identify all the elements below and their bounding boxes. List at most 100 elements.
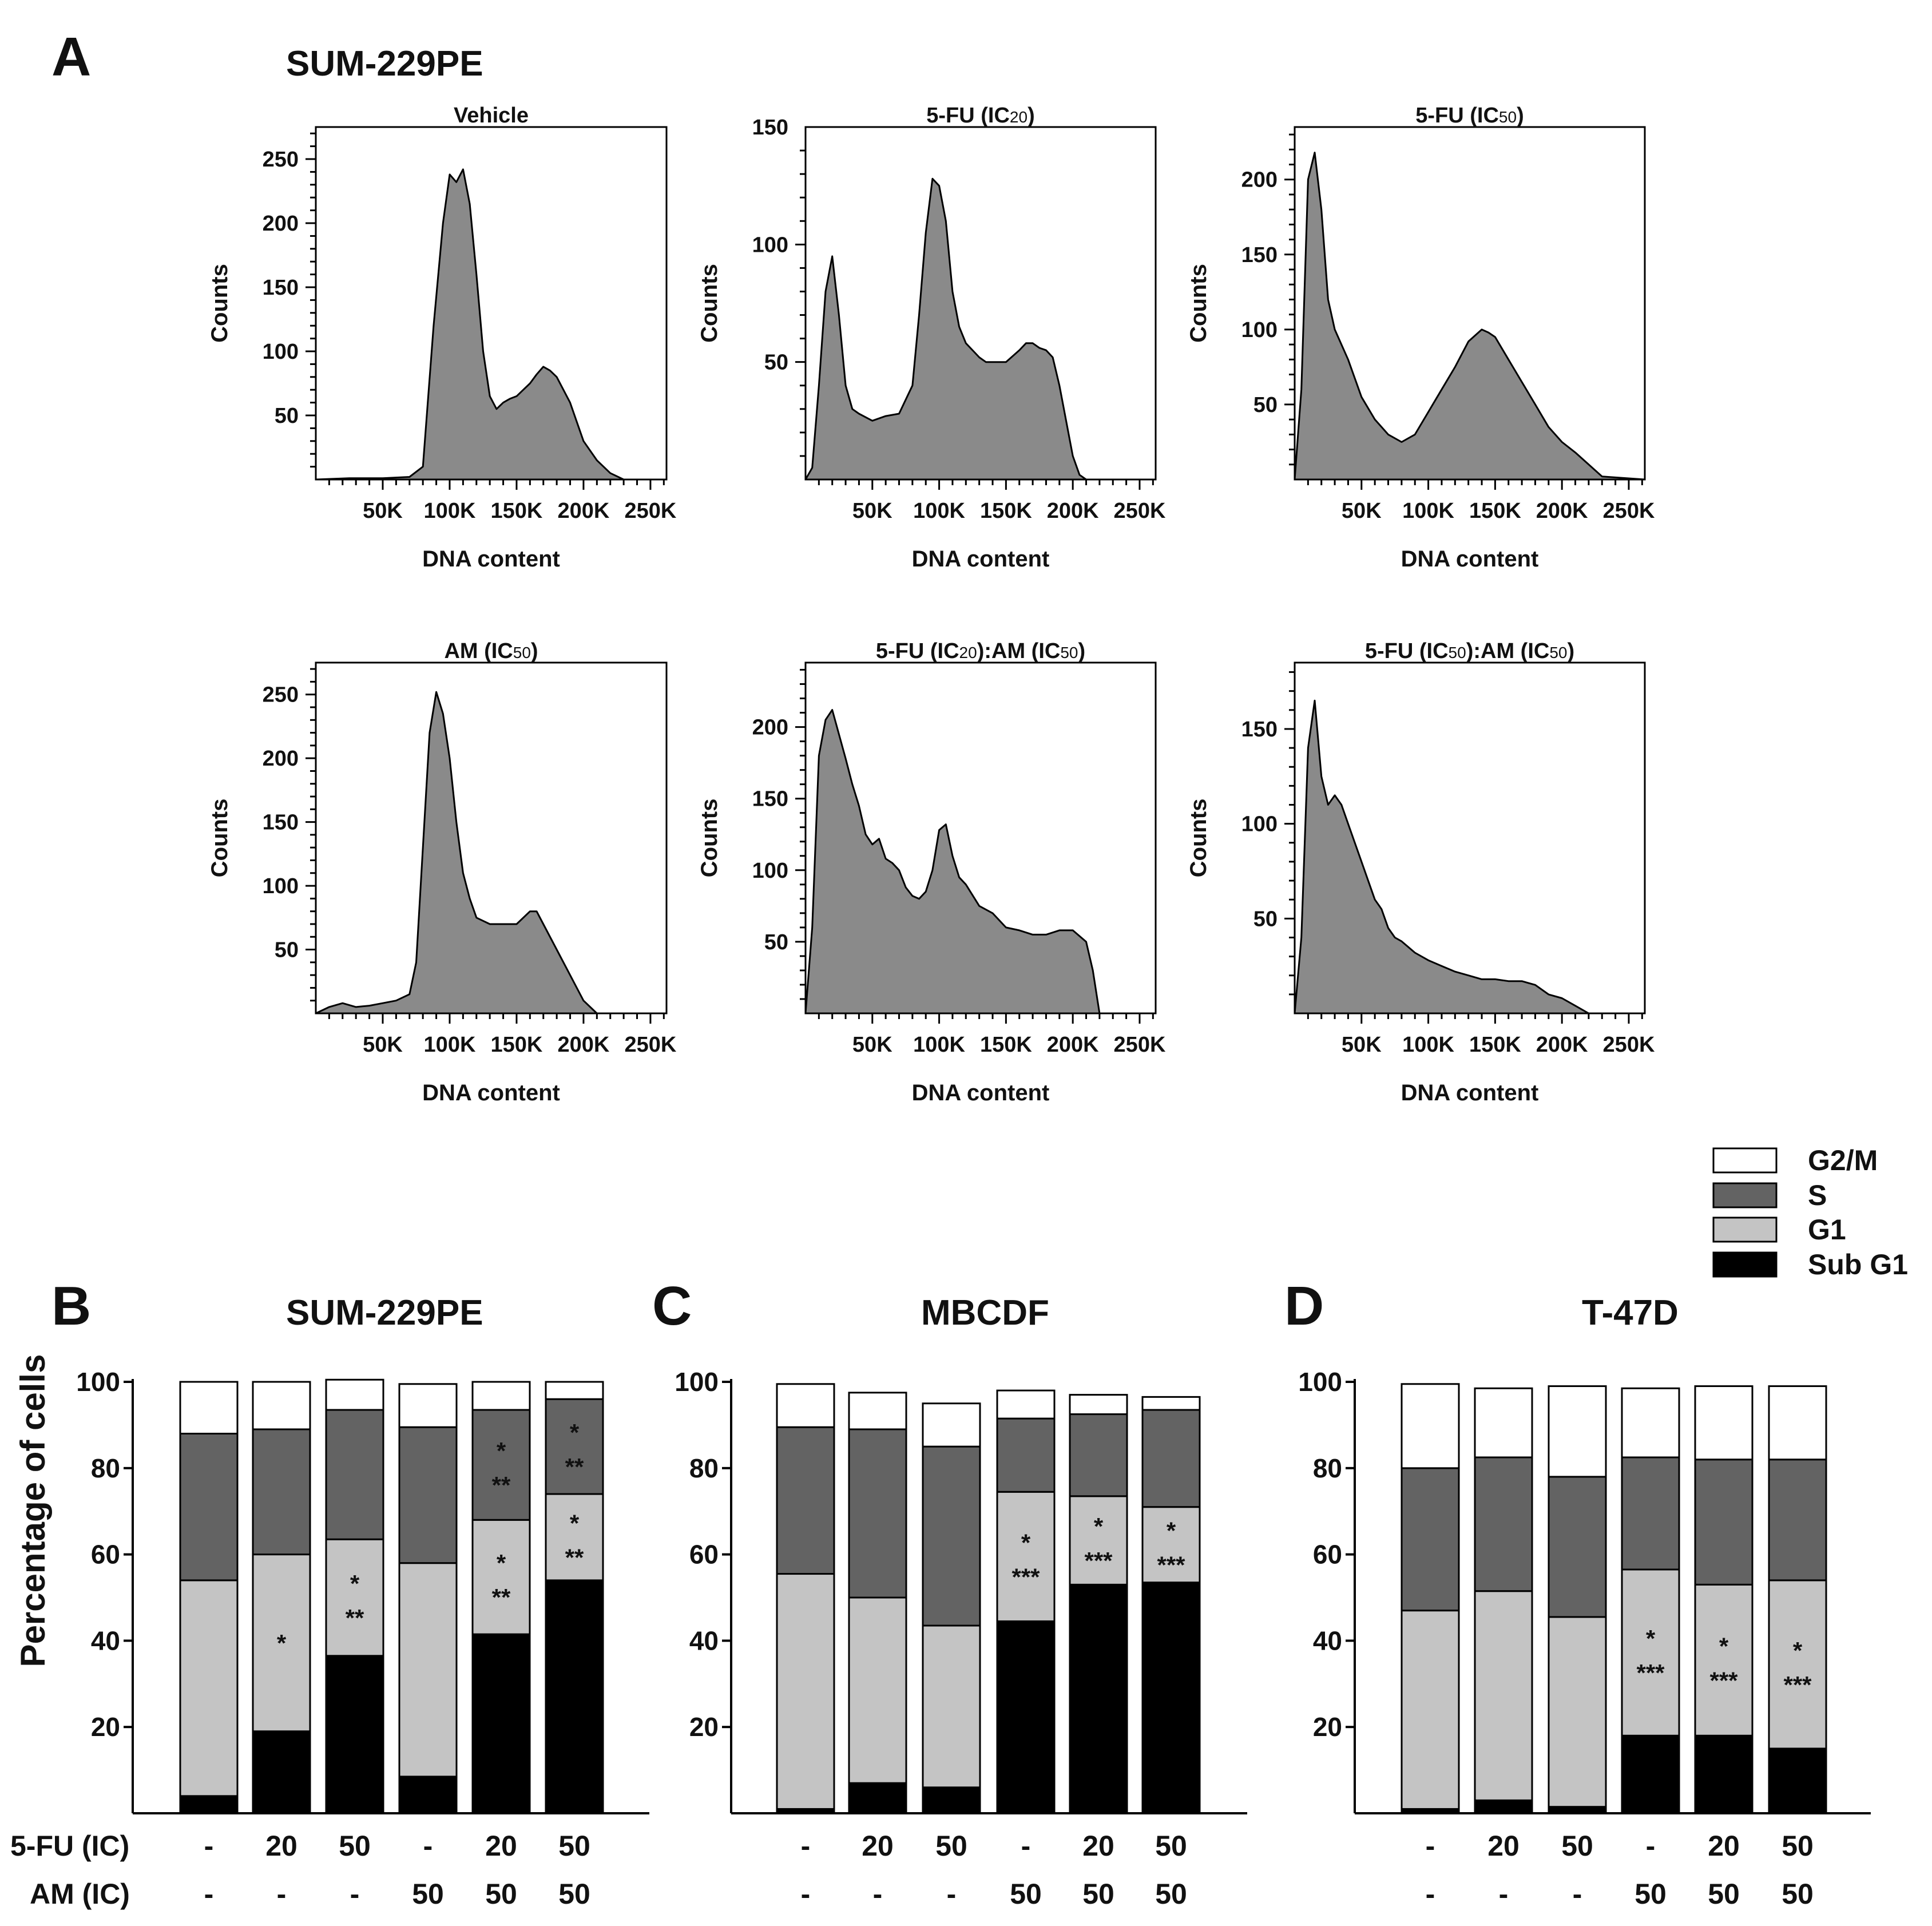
histogram-x-label: DNA content (422, 1080, 560, 1105)
y-tick-label: 80 (91, 1453, 120, 1483)
bar-segment-g2-m (922, 1402, 981, 1448)
bar-segment-s (922, 1445, 981, 1627)
significance-mark: ** (346, 1604, 364, 1631)
y-tick-label: 20 (689, 1712, 719, 1742)
bar-segment-s (1621, 1456, 1680, 1571)
bar-segment-s (179, 1432, 239, 1582)
x-tick-label: 100K (913, 499, 965, 523)
histogram-y-label: Counts (207, 799, 232, 878)
bar-segment-g2-m (1401, 1383, 1460, 1469)
histogram-area (1294, 699, 1646, 1014)
histogram-5-fu-ic50-am-ic50: 50K 100K 150K 200K 250K 50 100 150 5-FU (IC50):A… (1186, 639, 1655, 1105)
legend-swatch-subg1 (1712, 1251, 1778, 1278)
x-tick-label: 150K (1469, 1033, 1521, 1057)
bar-segment-s (252, 1428, 311, 1556)
y-tick-label: 50 (764, 351, 788, 375)
y-tick-label: 200 (263, 747, 299, 771)
bar-segment-g2-m (1621, 1387, 1680, 1459)
bar-segment-sub-g1 (1141, 1582, 1201, 1814)
condition-am-label: - (1573, 1878, 1582, 1910)
panel-c-header: C MBCDF (652, 1275, 1049, 1337)
condition-am-label: - (801, 1878, 811, 1910)
histogram-title: 5-FU (IC20):AM (IC50) (876, 639, 1085, 663)
x-tick-label: 200K (1047, 1033, 1099, 1057)
bar-segment-sub-g1 (996, 1620, 1056, 1814)
histogram-frame (1294, 661, 1646, 1014)
condition-5fu-label: 20 (485, 1830, 517, 1862)
y-tick-label: 150 (1241, 718, 1278, 742)
panel-d-header: D T-47D (1284, 1275, 1679, 1337)
x-tick-label: 150K (491, 1033, 543, 1057)
y-tick-label: 100 (675, 1367, 719, 1397)
condition-5fu-label: 50 (935, 1830, 967, 1862)
bar-segment-sub-g1 (1768, 1747, 1827, 1814)
x-tick-label: 100K (424, 499, 476, 523)
histogram-5-fu-ic20: 50K 100K 150K 200K 250K 50 100 150 5-FU (IC20) DN… (697, 104, 1166, 572)
condition-5fu-label: 50 (1155, 1830, 1187, 1862)
histogram-x-label: DNA content (422, 546, 560, 572)
condition-am-label: 50 (558, 1878, 590, 1910)
y-tick-label: 100 (263, 874, 299, 898)
significance-mark: * (570, 1419, 580, 1446)
bar-segment-s (1069, 1413, 1128, 1497)
bar-segment-g2-m (1548, 1385, 1607, 1478)
histogram-area (804, 709, 1157, 1014)
y-tick-label: 50 (275, 404, 299, 428)
significance-mark: * (1094, 1513, 1104, 1540)
significance-mark: ** (492, 1584, 511, 1611)
condition-5fu-label: - (204, 1830, 214, 1862)
condition-5fu-label: 20 (1082, 1830, 1114, 1862)
y-tick-label: 50 (1253, 907, 1278, 931)
bar-segment-sub-g1 (1621, 1734, 1680, 1814)
significance-mark: * (277, 1630, 287, 1656)
bar-segment-g1 (1621, 1568, 1680, 1737)
bar-segment-g1 (848, 1596, 907, 1784)
bar-segment-s (996, 1417, 1056, 1493)
bar-segment-sub-g1 (848, 1782, 907, 1814)
histogram-5-fu-ic20-am-ic50: 50K 100K 150K 200K 250K 50 100 150 200 5-FU (IC20… (697, 639, 1166, 1105)
x-tick-label: 50K (852, 499, 892, 523)
x-tick-label: 250K (1603, 1033, 1655, 1057)
y-tick-label: 40 (1313, 1626, 1342, 1655)
significance-mark: * (1793, 1637, 1803, 1664)
condition-am-label: 50 (485, 1878, 517, 1910)
legend-label-s: S (1808, 1179, 1827, 1211)
histogram-frame (804, 126, 1157, 481)
condition-am-label: - (1426, 1878, 1435, 1910)
y-tick-label: 100 (752, 859, 788, 883)
condition-am-label: 50 (1782, 1878, 1814, 1910)
histogram-frame (315, 661, 668, 1014)
condition-5fu-label: - (1021, 1830, 1031, 1862)
y-tick-label: 20 (1313, 1712, 1342, 1742)
histogram-frame (1294, 126, 1646, 481)
condition-am-label: - (350, 1878, 360, 1910)
histogram-vehicle: 50K 100K 150K 200K 250K 50 100 150 200 250 Vehicle… (207, 104, 677, 572)
histogram-area (1294, 152, 1646, 481)
histogram-y-label: Counts (1186, 799, 1211, 878)
bar-segment-sub-g1 (179, 1795, 239, 1814)
bar-segment-g2-m (545, 1381, 604, 1400)
condition-am-label: 50 (1155, 1878, 1187, 1910)
significance-mark: * (1167, 1517, 1176, 1544)
histogram-title: Vehicle (454, 104, 529, 128)
legend-swatch-s (1712, 1182, 1778, 1208)
y-tick-label: 50 (275, 938, 299, 962)
x-tick-label: 150K (491, 499, 543, 523)
bar-segment-g1 (996, 1491, 1056, 1622)
y-tick-label: 20 (91, 1712, 120, 1742)
x-tick-label: 150K (980, 499, 1032, 523)
panel-a-title: SUM-229PE (286, 44, 483, 84)
condition-5fu-label: 20 (862, 1830, 894, 1862)
legend-swatch-g2m (1712, 1147, 1778, 1174)
significance-mark: * (497, 1549, 506, 1576)
condition-5fu-label: - (1646, 1830, 1656, 1862)
bar-segment-sub-g1 (1474, 1799, 1533, 1814)
significance-mark: *** (1157, 1552, 1185, 1579)
significance-mark: ** (565, 1453, 584, 1480)
x-tick-label: 250K (1114, 1033, 1166, 1057)
significance-mark: * (1646, 1625, 1656, 1652)
x-tick-label: 100K (913, 1033, 965, 1057)
significance-mark: * (350, 1570, 360, 1597)
histogram-x-label: DNA content (1401, 1080, 1539, 1105)
